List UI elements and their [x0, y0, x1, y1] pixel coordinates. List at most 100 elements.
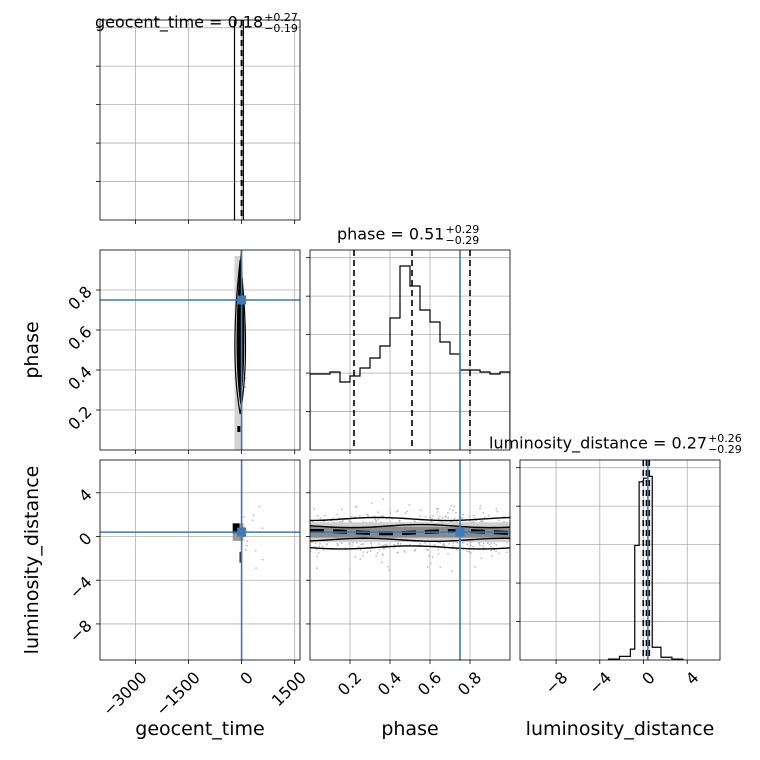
- sample-point: [315, 567, 318, 570]
- sample-point: [432, 514, 435, 517]
- sample-point: [466, 550, 468, 553]
- sample-point: [399, 543, 402, 545]
- tick-label-x-luminosity_distance: 4: [682, 668, 703, 689]
- sample-point: [428, 516, 431, 519]
- sample-point: [447, 516, 450, 519]
- density-contour-line-2: [310, 537, 510, 543]
- sample-point: [448, 543, 450, 545]
- sample-point: [455, 548, 458, 551]
- panel-geocent_time-vs-luminosity_distance-background: [100, 460, 300, 660]
- sample-point: [437, 548, 440, 551]
- panel-geocent_time-hist-frame: [99, 19, 301, 221]
- sample-point: [424, 516, 427, 518]
- panel-luminosity_distance-hist-frame: [519, 459, 721, 661]
- sample-point: [254, 549, 257, 552]
- sample-point: [430, 520, 433, 523]
- sample-point: [461, 517, 463, 520]
- tick-label-y-phase: 0.4: [64, 362, 95, 393]
- sample-point: [361, 542, 364, 545]
- sample-point: [319, 517, 322, 520]
- sample-point: [370, 502, 373, 505]
- sample-point: [443, 544, 446, 547]
- sample-point: [461, 541, 464, 544]
- sample-point: [439, 566, 442, 568]
- histogram-geocent_time: [233, 20, 244, 220]
- sample-point: [255, 567, 257, 570]
- sample-point: [453, 505, 456, 508]
- sample-point: [490, 549, 493, 552]
- sample-point: [450, 570, 453, 573]
- sample-point: [496, 510, 499, 513]
- sample-point: [323, 520, 325, 523]
- sample-point: [246, 540, 249, 543]
- sample-point: [491, 555, 493, 558]
- sample-point: [481, 520, 484, 523]
- sample-point: [484, 516, 486, 519]
- sample-point: [487, 514, 490, 517]
- axis-label-x-phase: phase: [381, 718, 438, 740]
- sample-point: [318, 545, 321, 548]
- sample-point: [382, 544, 384, 547]
- panel-phase-vs-luminosity_distance-background: [310, 460, 510, 660]
- sample-point: [409, 543, 411, 546]
- axis-label-y-phase: phase: [21, 321, 43, 378]
- sample-point: [325, 543, 328, 545]
- injection-marker: [237, 295, 247, 305]
- sample-point: [452, 542, 455, 544]
- sample-point: [261, 527, 264, 530]
- sample-point: [488, 543, 491, 546]
- sample-point: [258, 505, 261, 508]
- sample-point: [392, 547, 395, 550]
- sample-point: [498, 552, 501, 555]
- sample-point: [435, 507, 438, 510]
- sample-point: [453, 517, 456, 520]
- sample-point: [245, 544, 248, 547]
- tick-label-x-phase: 0.2: [334, 668, 365, 699]
- sample-point: [408, 503, 411, 506]
- sample-point: [404, 512, 407, 515]
- sample-point: [397, 543, 400, 545]
- sample-point: [466, 543, 469, 546]
- injection-marker: [237, 527, 247, 537]
- sample-point: [414, 549, 416, 552]
- sample-point: [490, 542, 493, 544]
- sample-point: [242, 515, 245, 518]
- sample-point: [436, 511, 439, 513]
- sample-point: [472, 514, 475, 517]
- sample-point: [316, 555, 318, 558]
- sample-point: [479, 504, 482, 507]
- tick-label-y-luminosity_distance: −4: [66, 572, 96, 602]
- sample-point: [341, 508, 343, 511]
- sample-point: [450, 504, 453, 507]
- sample-point: [351, 544, 354, 547]
- sample-point: [462, 513, 464, 516]
- sample-point: [378, 548, 381, 551]
- sample-point: [455, 511, 457, 514]
- density-tail: [239, 551, 242, 563]
- sample-point: [355, 505, 358, 508]
- tick-label-x-geocent_time: 1500: [268, 668, 310, 710]
- sample-point: [404, 551, 406, 553]
- sample-point: [362, 551, 365, 553]
- panel-phase-vs-luminosity_distance-frame: [309, 459, 511, 661]
- sample-point: [336, 544, 339, 547]
- sample-point: [455, 520, 458, 523]
- panel-geocent_time-vs-phase-frame: [99, 249, 301, 451]
- sample-point: [426, 566, 429, 568]
- sample-point: [358, 515, 361, 517]
- tick-label-x-luminosity_distance: −4: [585, 668, 615, 698]
- sample-point: [406, 510, 409, 513]
- axis-label-y-luminosity_distance: luminosity_distance: [21, 466, 43, 655]
- sample-point: [348, 519, 351, 522]
- sample-point: [480, 557, 483, 560]
- sample-point: [495, 508, 498, 510]
- sample-point: [386, 543, 388, 546]
- tick-label-x-geocent_time: −3000: [99, 668, 151, 720]
- sample-point: [340, 542, 343, 544]
- title-phase: phase = 0.51 +0.29 −0.29: [337, 223, 480, 247]
- sample-point: [470, 544, 472, 547]
- sample-point: [366, 513, 369, 516]
- sample-point: [437, 517, 440, 520]
- sample-point: [479, 544, 481, 547]
- sample-point: [389, 512, 392, 515]
